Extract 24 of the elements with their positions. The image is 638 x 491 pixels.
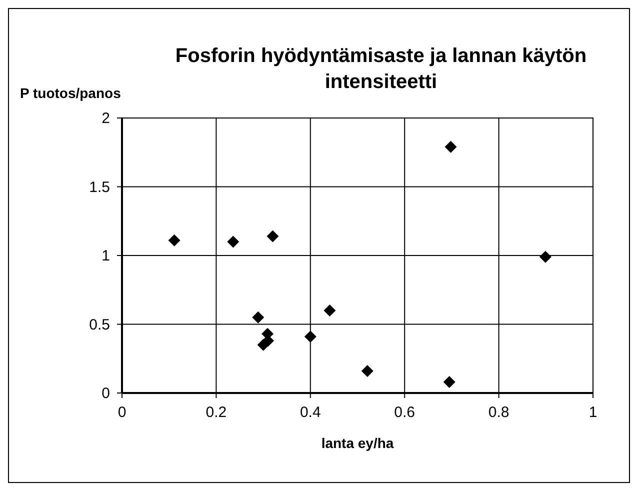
y-tick-label: 0 xyxy=(102,385,110,402)
y-tick-label: 1.5 xyxy=(89,178,110,196)
y-axis-title: P tuotos/panos xyxy=(20,85,122,101)
x-tick-label: 0.8 xyxy=(488,404,510,421)
point xyxy=(444,140,457,153)
y-tick-label: 0.5 xyxy=(89,316,110,334)
point xyxy=(539,250,552,263)
point xyxy=(227,236,240,248)
point xyxy=(266,230,279,242)
point xyxy=(324,304,336,316)
y-tick-label: 1 xyxy=(102,248,110,264)
y-tick-label: 2 xyxy=(102,110,110,127)
point xyxy=(168,234,180,246)
x-tick-label: 0.2 xyxy=(206,404,227,421)
x-tick-label: 0.4 xyxy=(300,404,321,421)
point xyxy=(443,376,456,388)
chart-title: Fosforin hyödyntämisaste ja lannan käytön intensiteetti xyxy=(175,45,587,93)
x-tick-label: 0.6 xyxy=(394,404,416,421)
point xyxy=(252,311,264,324)
point xyxy=(361,365,374,377)
x-tick-label: 0 xyxy=(118,404,126,421)
point xyxy=(304,330,316,343)
x-tick-label: 1 xyxy=(588,404,598,421)
x-axis-title: lanta ey/ha xyxy=(321,435,394,451)
